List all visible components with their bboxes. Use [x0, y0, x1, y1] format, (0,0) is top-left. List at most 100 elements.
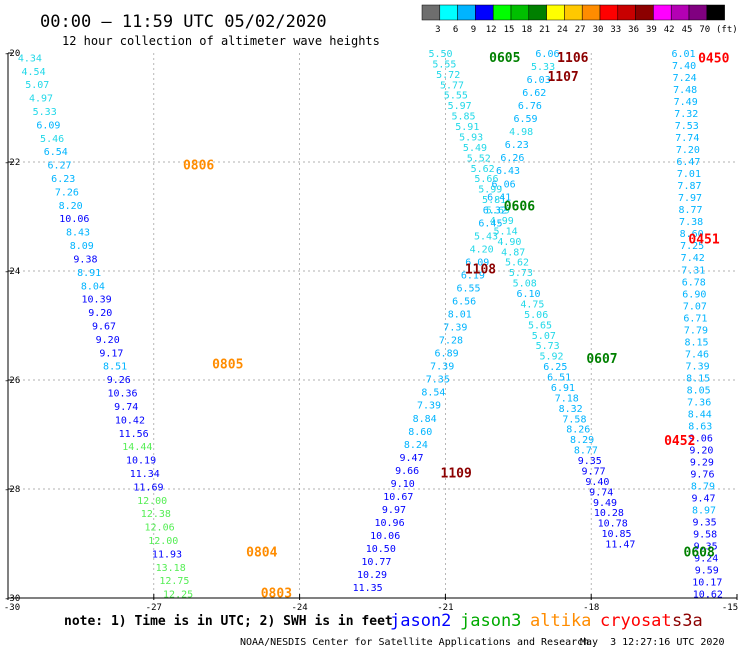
- pass-label: 1107: [547, 70, 578, 85]
- pass-label: 0804: [246, 546, 277, 561]
- legend-bin-label: 12: [486, 25, 497, 35]
- swh-value: 8.60: [408, 427, 432, 438]
- swh-value: 6.89: [435, 349, 459, 360]
- swh-value: 5.73: [536, 341, 560, 352]
- swh-value: 5.77: [440, 80, 464, 91]
- y-tick-label: -20: [4, 49, 20, 59]
- swh-value: 9.24: [694, 554, 718, 565]
- swh-value: 8.29: [570, 435, 594, 446]
- swh-value: 8.01: [448, 310, 472, 321]
- swh-value: 10.96: [375, 518, 405, 529]
- pass-label: 0803: [261, 587, 292, 602]
- legend-bin-label: 3: [435, 25, 440, 35]
- legend-swatch: [599, 4, 619, 21]
- swh-value: 11.69: [133, 482, 163, 493]
- legend-bin-label: 24: [557, 25, 568, 35]
- satellite-name: jason2: [390, 611, 451, 631]
- pass-label: 1106: [557, 51, 588, 66]
- satellite-name: cryosat: [600, 611, 672, 631]
- swh-value: 8.77: [679, 205, 703, 216]
- swh-value: 8.54: [421, 388, 445, 399]
- swh-value: 5.06: [524, 310, 548, 321]
- swh-value: 7.18: [555, 393, 579, 404]
- swh-value: 5.08: [513, 279, 537, 290]
- swh-value: 5.62: [505, 258, 529, 269]
- swh-value: 8.91: [77, 268, 101, 279]
- legend-swatch: [706, 4, 725, 21]
- swh-value: 6.32: [483, 205, 507, 216]
- pass-labels: 0806 0805 0804 0803 0605 0606 0607 0608 1106 1107…: [183, 51, 730, 602]
- pass-label: 1109: [441, 467, 472, 482]
- swh-value: 9.10: [391, 479, 415, 490]
- swh-value: 9.17: [99, 348, 123, 359]
- legend-swatch: [670, 4, 690, 21]
- swh-value: 7.39: [430, 362, 454, 373]
- swh-value: 7.01: [677, 169, 701, 180]
- legend-swatch: [421, 4, 441, 21]
- legend-bin-label: 39: [646, 25, 657, 35]
- swh-value: 9.74: [589, 487, 613, 498]
- satellite-legend: jason2 jason3 altika cryosat s3a: [390, 611, 703, 631]
- legend-bin-label: 30: [593, 25, 604, 35]
- swh-value: 10.39: [82, 295, 112, 306]
- swh-value: 5.81: [482, 195, 506, 206]
- swh-value: 5.99: [478, 185, 502, 196]
- x-tick-label: -21: [437, 603, 453, 613]
- swh-value: 5.69: [486, 206, 510, 217]
- swh-value: 11.35: [353, 583, 383, 594]
- pass-label: 0606: [504, 200, 535, 215]
- swh-value: 5.73: [509, 268, 533, 279]
- swh-value: 6.90: [682, 289, 706, 300]
- swh-value: 6.71: [683, 313, 707, 324]
- swh-value: 5.91: [455, 122, 479, 133]
- y-tick-label: -28: [4, 485, 20, 495]
- swh-value: 6.59: [513, 114, 537, 125]
- chart-subtitle: 12 hour collection of altimeter wave hei…: [62, 34, 380, 48]
- pass-label: 0451: [688, 232, 719, 247]
- swh-value: 5.62: [471, 164, 495, 175]
- x-tick-label: -18: [583, 603, 599, 613]
- swh-value: 10.77: [361, 557, 391, 568]
- swh-value: 14.44: [122, 442, 152, 453]
- swh-value: 6.06: [492, 179, 516, 190]
- swh-value: 11.56: [119, 429, 149, 440]
- swh-value: 7.32: [674, 109, 698, 120]
- pass-label: 1108: [465, 262, 496, 277]
- swh-value: 7.35: [426, 375, 450, 386]
- swh-value: 5.72: [436, 70, 460, 81]
- swh-value: 7.24: [673, 73, 697, 84]
- swh-value: 12.25: [163, 590, 193, 601]
- legend-swatch: [653, 4, 672, 21]
- x-tick-label: -15: [722, 603, 738, 613]
- swh-value: 6.26: [500, 153, 524, 164]
- x-tick-label: -30: [4, 603, 20, 613]
- y-tick-label: -24: [4, 267, 20, 277]
- swh-value: 9.38: [73, 254, 97, 265]
- swh-value: 9.35: [694, 542, 718, 553]
- swh-value: 8.60: [680, 229, 704, 240]
- swh-value: 6.55: [456, 283, 480, 294]
- legend-swatch: [475, 4, 494, 21]
- swh-value: 7.20: [676, 145, 700, 156]
- swh-value: 5.55: [432, 59, 456, 70]
- swh-value: 7.38: [679, 217, 703, 228]
- swh-value: 8.24: [404, 440, 428, 451]
- swh-value: 10.06: [59, 214, 89, 225]
- swh-value: 4.99: [490, 216, 514, 227]
- swh-value: 8.32: [559, 404, 583, 415]
- swh-value: 4.75: [520, 299, 544, 310]
- swh-value: 4.97: [29, 94, 53, 105]
- swh-value: 6.51: [547, 373, 571, 384]
- legend-bin-label: 70: [699, 25, 710, 35]
- swh-value: 7.39: [686, 361, 710, 372]
- swh-value: 8.44: [688, 409, 712, 420]
- y-tick-label: -30: [4, 594, 20, 604]
- x-tick-label: -27: [146, 603, 162, 613]
- swh-value: 6.43: [496, 166, 520, 177]
- swh-value: 5.65: [528, 320, 552, 331]
- swh-value: 9.40: [585, 477, 609, 488]
- swh-value: 6.27: [47, 161, 71, 172]
- footer-note: note: 1) Time is in UTC; 2) SWH is in fe…: [64, 614, 393, 629]
- swh-value: 8.79: [691, 482, 715, 493]
- swh-value: 6.23: [51, 174, 75, 185]
